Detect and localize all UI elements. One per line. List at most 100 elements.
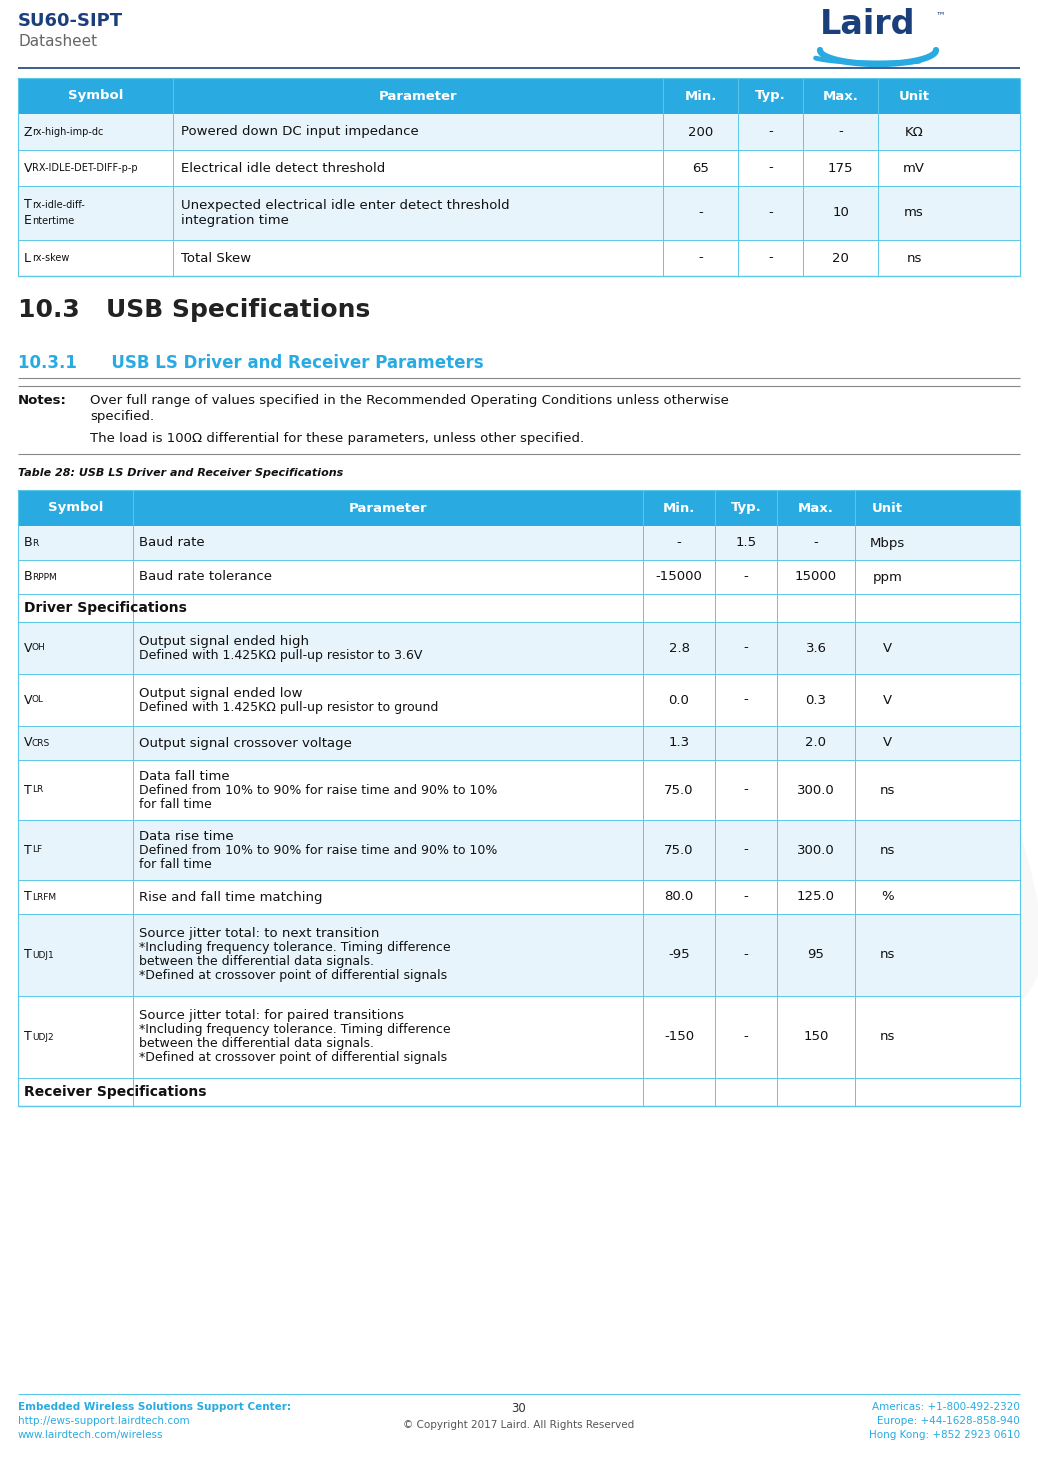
Text: 10: 10 [832,206,849,220]
Bar [18,914,1020,996]
Bar [18,821,1020,880]
Text: V: V [883,736,892,749]
Bar [18,674,1020,726]
Text: 2.0: 2.0 [805,736,826,749]
Text: Electrical idle detect threshold: Electrical idle detect threshold [181,162,385,175]
Text: 20: 20 [832,251,849,264]
Text: Unexpected electrical idle enter detect threshold: Unexpected electrical idle enter detect … [181,199,510,212]
Text: Source jitter total: to next transition: Source jitter total: to next transition [139,928,379,941]
Text: Min.: Min. [684,89,716,102]
Text: -: - [814,537,818,549]
Text: rx-skew: rx-skew [32,252,70,263]
Text: Laird: Laird [820,7,916,42]
Text: ppm: ppm [873,570,902,583]
Text: © Copyright 2017 Laird. All Rights Reserved: © Copyright 2017 Laird. All Rights Reser… [404,1420,634,1431]
Text: V: V [883,693,892,706]
Text: 150: 150 [803,1030,828,1043]
Text: 65: 65 [692,162,709,175]
Text: T: T [24,1030,32,1043]
Text: Data fall time: Data fall time [139,770,229,782]
Text: 125.0: 125.0 [797,890,835,904]
Text: between the differential data signals.: between the differential data signals. [139,956,374,969]
Text: for fall time: for fall time [139,858,212,871]
Text: rx-idle-diff-: rx-idle-diff- [32,200,85,211]
Text: T: T [24,199,32,212]
Text: -: - [768,251,773,264]
Text: Notes:: Notes: [18,393,66,407]
Text: Typ.: Typ. [731,502,762,515]
Text: 75.0: 75.0 [664,784,693,797]
Bar [18,760,1020,821]
Text: %: % [881,890,894,904]
Text: -150: -150 [664,1030,694,1043]
Text: Hong Kong: +852 2923 0610: Hong Kong: +852 2923 0610 [869,1431,1020,1439]
Text: 30: 30 [512,1402,526,1416]
Text: -: - [743,890,748,904]
Text: ns: ns [880,784,895,797]
Text: KΩ: KΩ [905,126,924,138]
Text: Typ.: Typ. [755,89,786,102]
Text: V: V [24,693,32,706]
Text: 3.6: 3.6 [805,641,826,654]
Text: Europe: +44-1628-858-940: Europe: +44-1628-858-940 [877,1416,1020,1426]
Text: -15000: -15000 [656,570,703,583]
Text: 2.8: 2.8 [668,641,689,654]
Text: UDJ2: UDJ2 [32,1033,54,1042]
Text: Datasheet: Datasheet [18,34,98,49]
Text: Defined from 10% to 90% for raise time and 90% to 10%: Defined from 10% to 90% for raise time a… [139,843,497,856]
Text: Defined with 1.425KΩ pull-up resistor to 3.6V: Defined with 1.425KΩ pull-up resistor to… [139,649,422,662]
Text: Defined from 10% to 90% for raise time and 90% to 10%: Defined from 10% to 90% for raise time a… [139,784,497,797]
Text: Max.: Max. [822,89,858,102]
Bar [18,1077,1020,1106]
Text: RX-IDLE-DET-DIFF-p-p: RX-IDLE-DET-DIFF-p-p [32,163,138,174]
Text: -: - [768,126,773,138]
Text: *Including frequency tolerance. Timing difference: *Including frequency tolerance. Timing d… [139,941,450,954]
Text: Output signal ended high: Output signal ended high [139,635,309,647]
Bar [18,559,1020,594]
Text: 0.3: 0.3 [805,693,826,706]
Text: *Defined at crossover point of differential signals: *Defined at crossover point of different… [139,969,447,982]
Bar [18,150,1020,186]
Text: -: - [743,693,748,706]
Text: LRFM: LRFM [32,892,56,901]
Text: Powered down DC input impedance: Powered down DC input impedance [181,126,418,138]
Text: Total Skew: Total Skew [181,251,251,264]
Text: B: B [24,537,32,549]
Text: 1.3: 1.3 [668,736,689,749]
Text: 0.0: 0.0 [668,693,689,706]
Text: ntertime: ntertime [32,217,75,226]
Text: Max.: Max. [798,502,834,515]
Text: Unit: Unit [899,89,929,102]
Text: Over full range of values specified in the Recommended Operating Conditions unle: Over full range of values specified in t… [90,393,729,407]
Bar [18,726,1020,760]
Text: B: B [24,570,32,583]
Text: RPPM: RPPM [32,573,57,582]
Bar [18,240,1020,276]
Text: 1.5: 1.5 [736,537,757,549]
Text: -: - [743,843,748,856]
Text: R: R [32,539,38,548]
Text: ™: ™ [936,10,946,19]
Text: -: - [677,537,681,549]
Text: T: T [24,784,32,797]
Text: Mbps: Mbps [870,537,905,549]
Text: 80.0: 80.0 [664,890,693,904]
Text: Z: Z [24,126,32,138]
Text: *Defined at crossover point of differential signals: *Defined at crossover point of different… [139,1052,447,1064]
Text: E: E [24,215,32,227]
Text: LF: LF [32,846,43,855]
Text: -: - [743,641,748,654]
Text: 300.0: 300.0 [797,784,835,797]
Text: Data rise time: Data rise time [139,830,234,843]
Text: T: T [24,843,32,856]
Text: -95: -95 [668,948,690,962]
Text: -: - [743,948,748,962]
Text: 95: 95 [808,948,824,962]
Text: L: L [24,251,31,264]
Text: OL: OL [32,696,44,705]
Text: 175: 175 [827,162,853,175]
Text: The load is 100Ω differential for these parameters, unless other specified.: The load is 100Ω differential for these … [90,432,584,445]
Text: Americas: +1-800-492-2320: Americas: +1-800-492-2320 [872,1402,1020,1411]
Text: V: V [24,641,32,654]
Text: -: - [838,126,843,138]
